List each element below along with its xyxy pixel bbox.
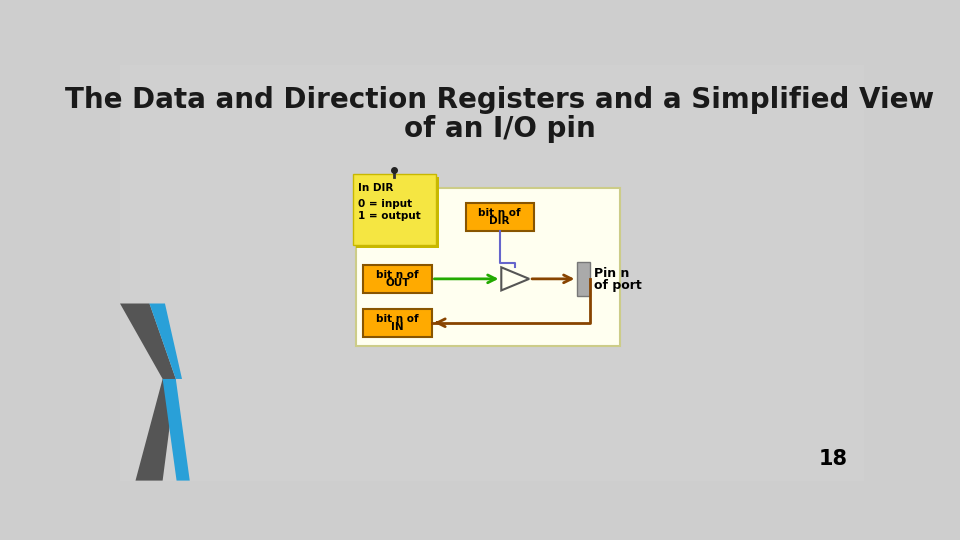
Bar: [363, 265, 432, 293]
Text: 18: 18: [819, 449, 848, 469]
Polygon shape: [120, 303, 176, 481]
Bar: [352, 174, 436, 245]
Text: DIR: DIR: [490, 217, 510, 226]
Text: 1 = output: 1 = output: [358, 211, 420, 221]
Text: IN: IN: [391, 322, 404, 332]
Text: bit n of: bit n of: [478, 208, 521, 218]
Text: of port: of port: [594, 279, 642, 292]
Text: bit n of: bit n of: [376, 314, 419, 323]
Text: Pin n: Pin n: [594, 267, 630, 280]
Text: bit n of: bit n of: [376, 269, 419, 280]
Text: In DIR: In DIR: [358, 184, 394, 193]
Text: 0 = input: 0 = input: [358, 199, 412, 209]
Bar: [466, 204, 534, 231]
Polygon shape: [150, 303, 182, 379]
Bar: [577, 262, 589, 296]
Bar: [356, 188, 620, 346]
Polygon shape: [162, 379, 190, 481]
Text: OUT: OUT: [385, 278, 410, 288]
Bar: [355, 177, 440, 248]
Polygon shape: [501, 267, 529, 291]
Text: of an I/O pin: of an I/O pin: [404, 115, 595, 143]
Text: The Data and Direction Registers and a Simplified View: The Data and Direction Registers and a S…: [65, 86, 934, 114]
Bar: [363, 309, 432, 336]
